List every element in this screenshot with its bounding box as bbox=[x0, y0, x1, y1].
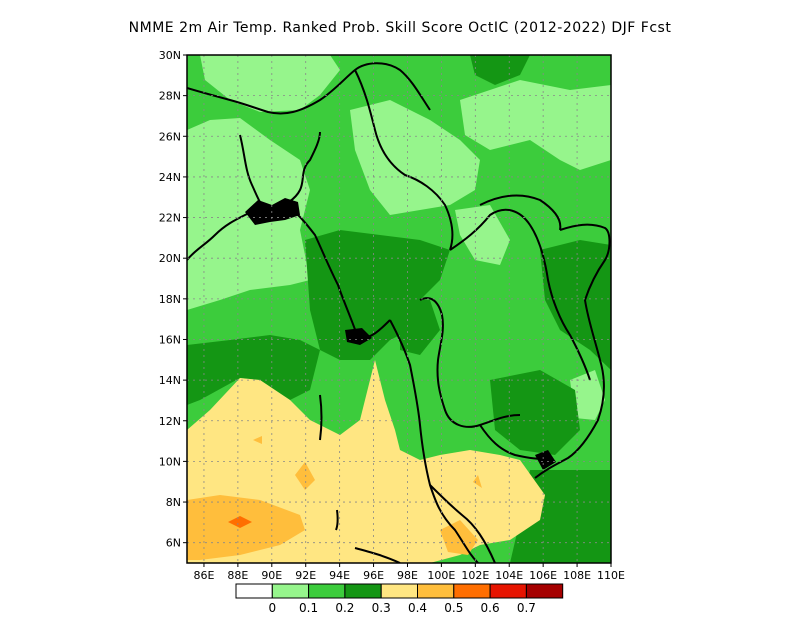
lat-tick-label: 16N bbox=[159, 333, 181, 346]
colorbar-swatch bbox=[308, 583, 346, 599]
axis-ticks: 86E 88E 90E 92E 94E 96E 98E 100E 102E 104E 106E 108… bbox=[159, 49, 625, 582]
field-light-central bbox=[350, 100, 480, 215]
colorbar-label: 0.2 bbox=[335, 601, 354, 615]
coast-sumatra bbox=[354, 547, 401, 563]
delta-ganges bbox=[245, 198, 300, 225]
coast-malaysia bbox=[429, 484, 496, 563]
lon-tick-label: 106E bbox=[529, 569, 557, 582]
field-dark-west bbox=[187, 335, 320, 405]
map-title: NMME 2m Air Temp. Ranked Prob. Skill Sco… bbox=[128, 20, 672, 36]
lon-tick-label: 102E bbox=[461, 569, 489, 582]
lat-tick-label: 10N bbox=[159, 455, 181, 468]
field-0.4-0.5-southwest bbox=[187, 495, 305, 560]
lat-tick-label: 26N bbox=[159, 130, 181, 143]
colorbar-swatch bbox=[235, 583, 273, 599]
colorbar-swatch bbox=[380, 583, 419, 599]
field-light-northeast bbox=[460, 80, 611, 170]
coastlines bbox=[187, 62, 611, 563]
coastline-fills bbox=[245, 198, 556, 470]
lon-tick-label: 104E bbox=[495, 569, 523, 582]
lon-tick-label: 98E bbox=[397, 569, 418, 582]
colorbar-label: 0.7 bbox=[517, 601, 536, 615]
lat-tick-label: 18N bbox=[159, 293, 181, 306]
border-china-vietnam bbox=[479, 194, 562, 231]
skill-fields bbox=[187, 55, 611, 563]
lat-tick-label: 20N bbox=[159, 252, 181, 265]
lat-tick-label: 12N bbox=[159, 415, 181, 428]
lat-tick-label: 24N bbox=[159, 171, 181, 184]
field-dark-cambodia bbox=[490, 370, 580, 455]
field-0.5-0.6 bbox=[228, 516, 252, 528]
lat-tick-label: 14N bbox=[159, 374, 181, 387]
delta-irrawaddy bbox=[345, 328, 372, 345]
border-laos bbox=[449, 208, 591, 381]
colorbar-swatch bbox=[344, 583, 382, 599]
lat-tick-label: 28N bbox=[159, 90, 181, 103]
lat-tick-label: 30N bbox=[159, 49, 181, 62]
lon-tick-label: 94E bbox=[329, 569, 350, 582]
field-light-vietnam bbox=[570, 370, 605, 420]
lon-tick-label: 90E bbox=[261, 569, 282, 582]
lon-tick-label: 108E bbox=[563, 569, 591, 582]
lon-tick-label: 86E bbox=[193, 569, 214, 582]
border-china-myanmar bbox=[354, 69, 454, 251]
field-dark-thailand bbox=[400, 300, 440, 355]
colorbar-label: 0.1 bbox=[299, 601, 318, 615]
coast-myanmar-south bbox=[389, 319, 479, 563]
gridlines bbox=[187, 55, 611, 563]
field-light-laos bbox=[455, 205, 510, 265]
lon-tick-label: 88E bbox=[227, 569, 248, 582]
lat-tick-label: 8N bbox=[166, 496, 181, 509]
lon-tick-label: 100E bbox=[427, 569, 455, 582]
colorbar-swatch bbox=[525, 583, 564, 599]
colorbar-swatch bbox=[417, 583, 455, 599]
field-light-north bbox=[200, 55, 340, 112]
colorbar-label: 0.4 bbox=[408, 601, 427, 615]
colorbar-swatch bbox=[489, 583, 527, 599]
colorbar-label: 0.6 bbox=[481, 601, 500, 615]
field-dark-north bbox=[470, 55, 530, 85]
coast-vietnam bbox=[534, 223, 611, 479]
island-small1 bbox=[335, 509, 339, 531]
field-0.4-0.5-dot bbox=[253, 436, 262, 444]
border-myanmar-thailand bbox=[419, 297, 521, 428]
lat-tick-label: 6N bbox=[166, 537, 181, 550]
field-0.4-0.5-small bbox=[295, 462, 315, 490]
field-0.4-0.5-dot2 bbox=[473, 475, 482, 488]
lon-tick-label: 96E bbox=[363, 569, 384, 582]
colorbar-label: 0.5 bbox=[444, 601, 463, 615]
delta-mekong bbox=[535, 450, 556, 470]
colorbar: 0 0.1 0.2 0.3 0.4 0.5 0.6 0.7 bbox=[235, 583, 564, 615]
colorbar-label: 0 bbox=[268, 601, 276, 615]
colorbar-label: 0.3 bbox=[372, 601, 391, 615]
lat-tick-label: 22N bbox=[159, 212, 181, 225]
colorbar-swatch bbox=[453, 583, 491, 599]
colorbar-swatch bbox=[271, 583, 310, 599]
lon-tick-label: 110E bbox=[597, 569, 625, 582]
border-india-north bbox=[187, 62, 431, 115]
island-andaman bbox=[319, 394, 323, 441]
field-dark-myanmar bbox=[305, 230, 450, 360]
plot-frame bbox=[186, 54, 612, 564]
lon-tick-label: 92E bbox=[295, 569, 316, 582]
